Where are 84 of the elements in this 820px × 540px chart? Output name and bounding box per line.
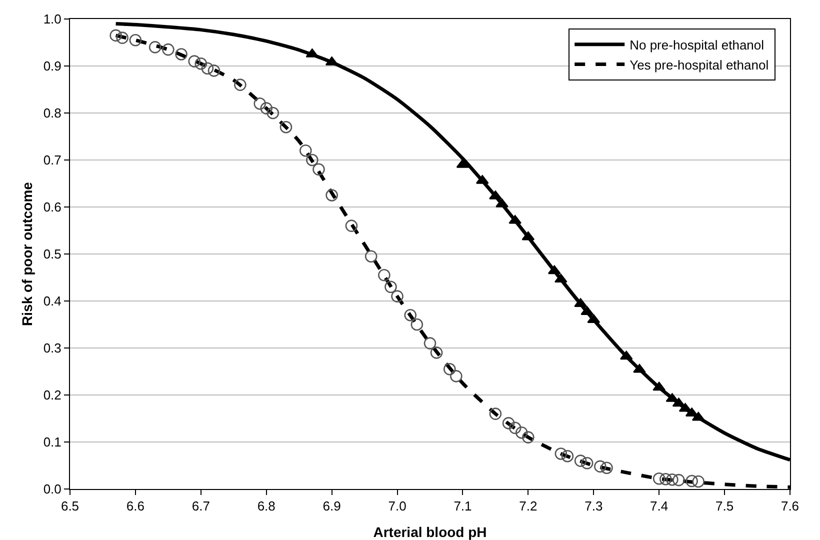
legend-label: Yes pre-hospital ethanol [630, 57, 769, 72]
point [692, 475, 705, 488]
point [594, 460, 606, 473]
y-tick-label: 0.9 [43, 58, 62, 74]
y-tick-label: 0.4 [43, 294, 62, 309]
point [424, 337, 436, 350]
x-tick-label: 7.0 [388, 498, 406, 514]
point [502, 417, 515, 430]
x-tick-label: 7.3 [584, 498, 603, 514]
y-tick-label: 0.3 [43, 340, 62, 356]
point [378, 269, 390, 282]
point [554, 448, 568, 460]
point [312, 163, 325, 176]
point [548, 265, 561, 274]
point [522, 431, 534, 444]
x-tick-label: 7.5 [716, 498, 734, 514]
x-tick-label: 7.6 [780, 498, 800, 514]
point [430, 346, 443, 359]
point [162, 43, 174, 56]
y-tick-label: 0.7 [43, 152, 62, 168]
point [580, 457, 594, 470]
point [450, 370, 462, 382]
point [364, 250, 378, 262]
x-tick-label: 6.5 [60, 498, 80, 514]
point [692, 412, 705, 421]
legend-label: No pre-hospital ethanol [630, 37, 764, 52]
point [194, 58, 208, 70]
point [260, 102, 273, 114]
point [678, 402, 692, 412]
x-tick-label: 6.9 [322, 498, 341, 514]
point [254, 97, 266, 110]
point [175, 48, 188, 60]
point [148, 41, 162, 54]
point [633, 364, 646, 373]
point [443, 363, 456, 376]
point [345, 220, 358, 232]
x-tick-label: 6.8 [257, 498, 276, 514]
point [686, 474, 698, 488]
point [326, 189, 338, 202]
y-tick-label: 0.1 [43, 434, 62, 450]
point [652, 472, 666, 485]
y-axis-title: Risk of poor outcome [19, 182, 35, 326]
point [116, 32, 129, 44]
point [620, 350, 633, 360]
point [561, 450, 574, 462]
y-tick-label: 0.8 [43, 106, 62, 121]
y-tick-label: 0.0 [43, 482, 62, 497]
point [508, 214, 522, 224]
y-tick-label: 0.5 [43, 246, 62, 262]
point [672, 398, 686, 407]
point [234, 78, 246, 91]
point [266, 106, 280, 120]
point [600, 462, 613, 474]
x-tick-label: 7.4 [650, 498, 668, 514]
point [391, 290, 404, 302]
point [110, 29, 122, 42]
point [410, 318, 424, 331]
x-tick-label: 6.7 [192, 498, 210, 514]
point [672, 474, 685, 486]
point [208, 64, 220, 77]
x-tick-label: 7.2 [519, 498, 538, 514]
point [384, 280, 397, 294]
point [188, 55, 201, 68]
point [306, 154, 318, 166]
point [201, 62, 214, 74]
point [404, 308, 417, 322]
point [522, 231, 535, 240]
point [489, 408, 502, 420]
point [508, 422, 522, 434]
x-tick-label: 6.6 [126, 498, 144, 514]
point [652, 382, 666, 391]
point [280, 120, 292, 134]
y-tick-label: 0.2 [43, 388, 62, 403]
y-tick-label: 1.0 [43, 12, 62, 27]
point [659, 472, 672, 486]
y-tick-label: 0.6 [43, 200, 62, 215]
x-tick-label: 7.1 [454, 498, 472, 514]
x-axis-title: Arterial blood pH [373, 524, 487, 540]
point [554, 274, 568, 283]
point [574, 454, 587, 467]
point [299, 144, 312, 157]
point [515, 426, 528, 439]
point [129, 34, 142, 46]
point [666, 473, 678, 486]
